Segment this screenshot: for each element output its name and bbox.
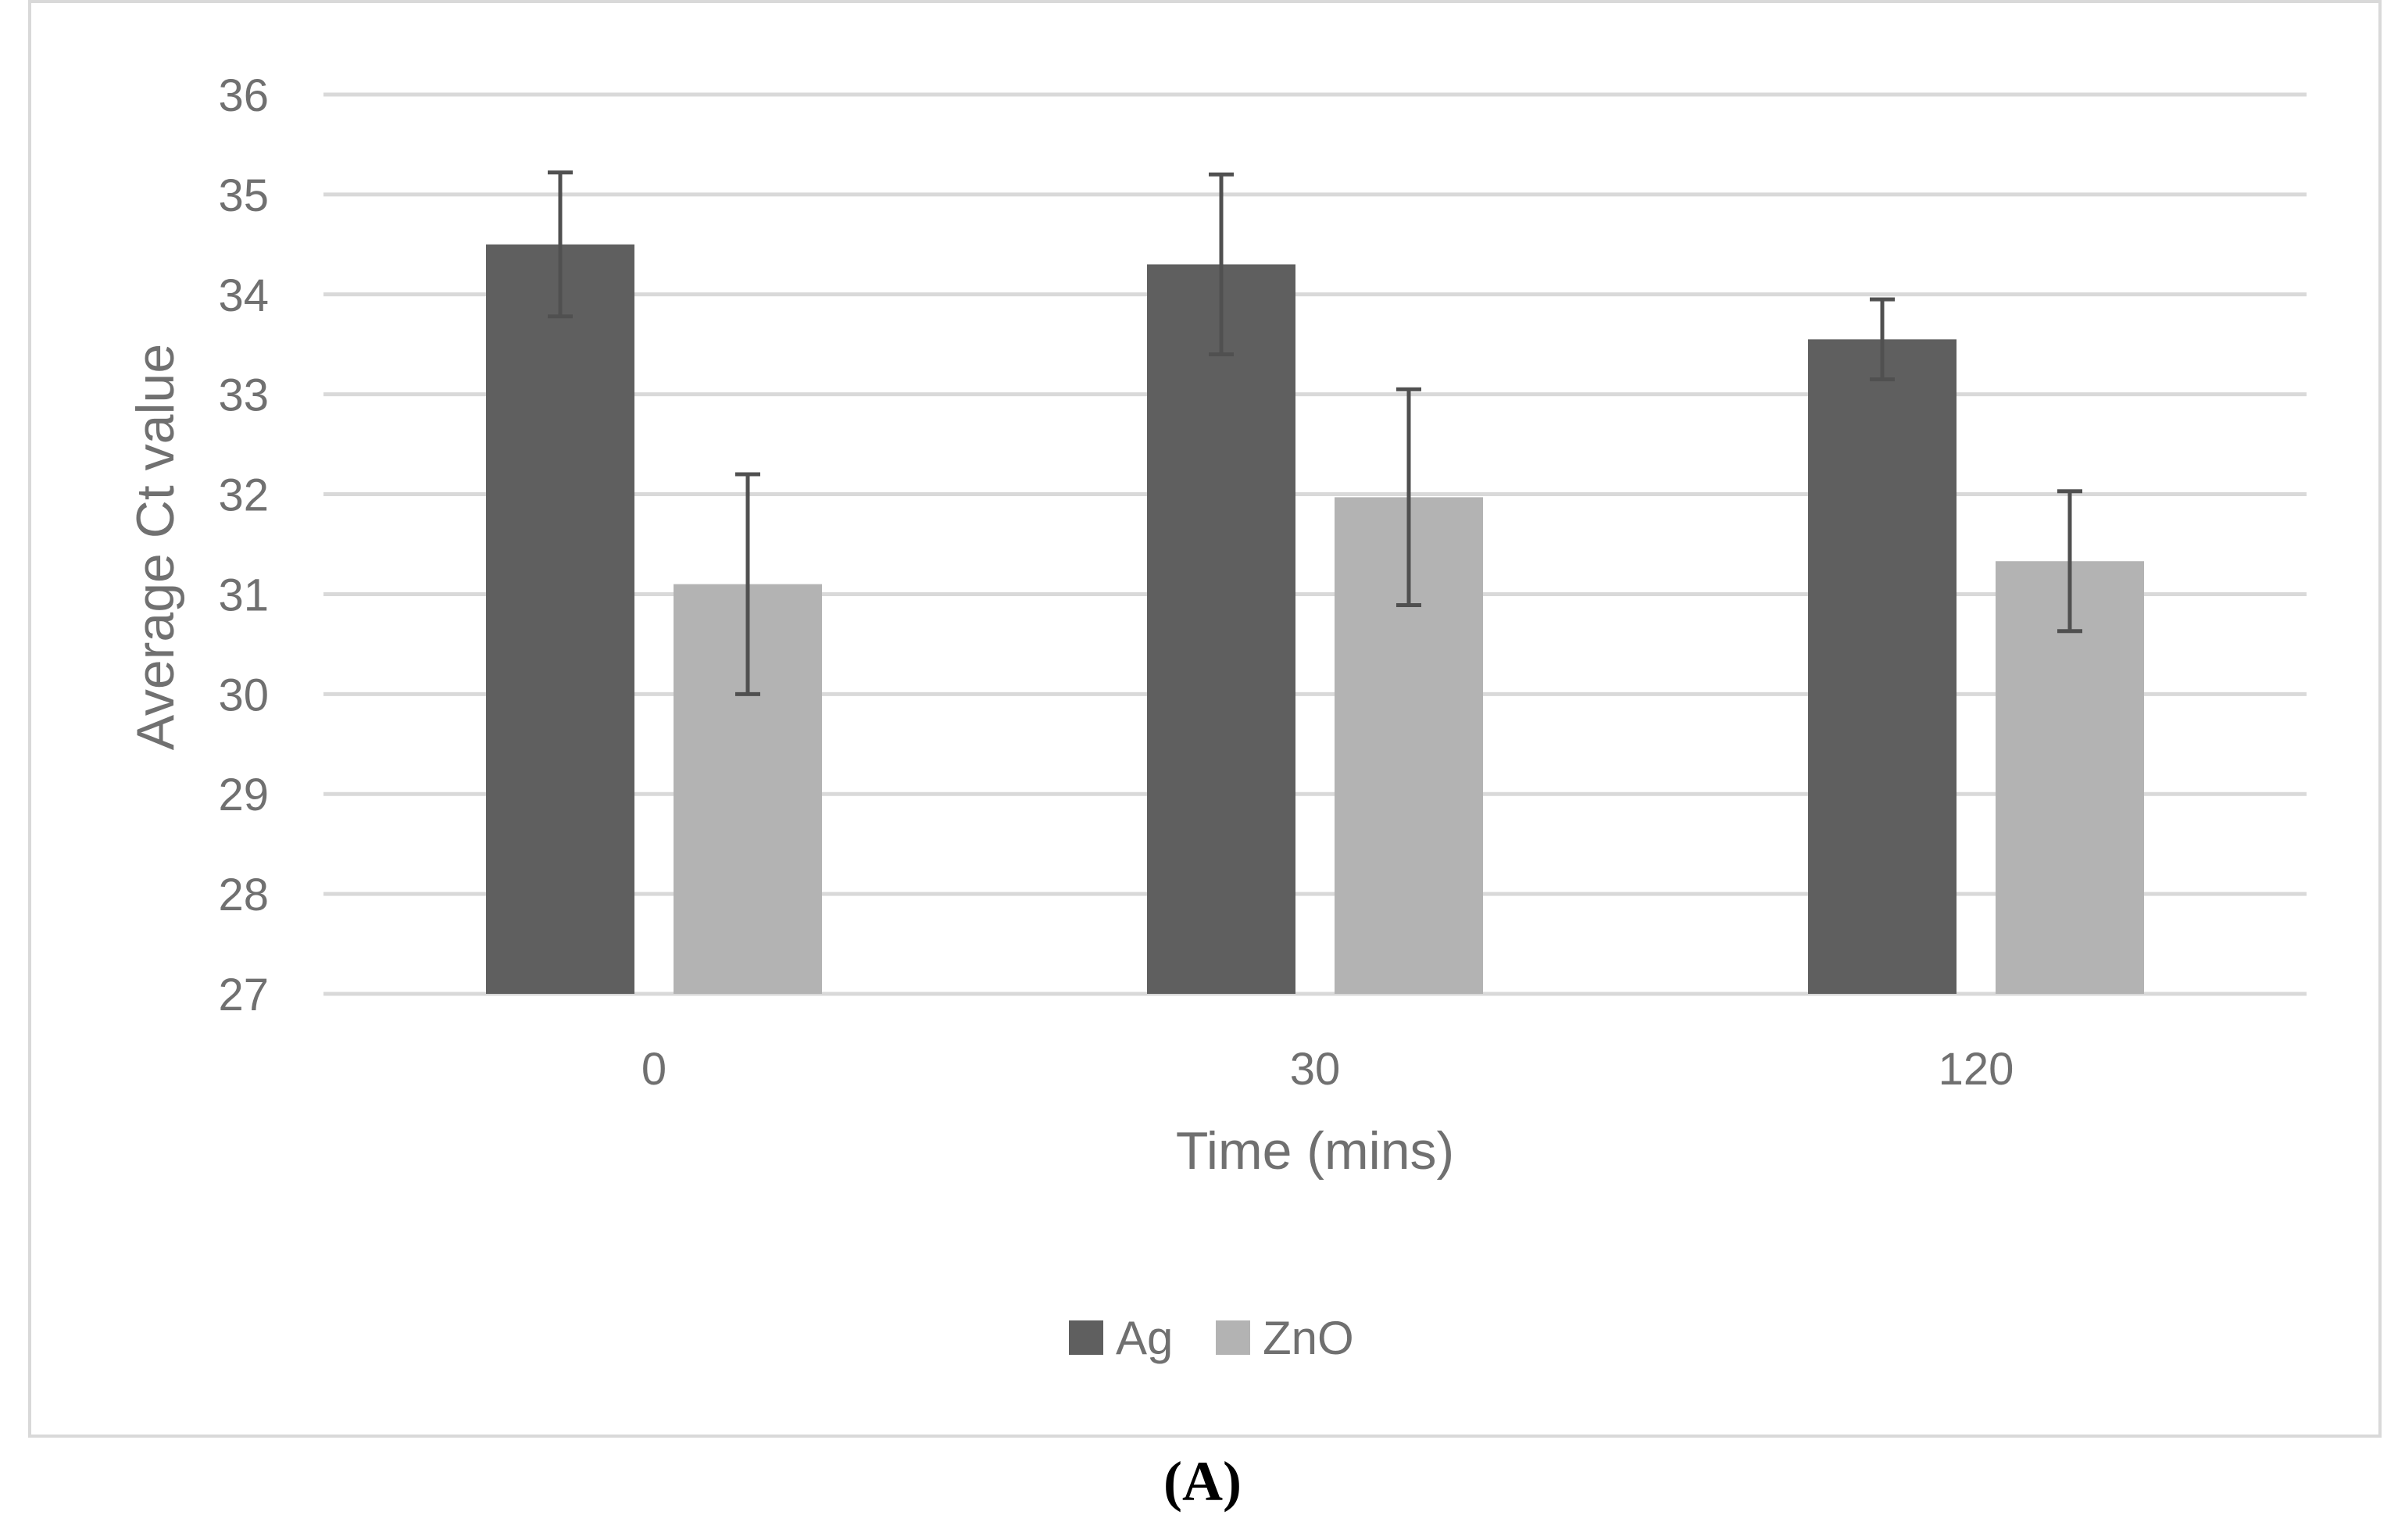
error-bar-zno-0 (735, 472, 760, 696)
y-tick-label: 35 (218, 170, 269, 221)
y-tick-label: 27 (218, 970, 269, 1020)
legend-label-zno: ZnO (1263, 1312, 1354, 1364)
panel-label: (A) (1163, 1450, 1242, 1513)
y-tick-label: 29 (218, 770, 269, 820)
y-tick-label: 33 (218, 370, 269, 421)
error-bar-ag-120 (1870, 297, 1895, 381)
error-bar-ag-30 (1209, 172, 1234, 357)
bar-chart: 27 28 29 30 31 32 33 34 35 36 0 30 120 Average Ct v… (126, 70, 2307, 1364)
x-axis-title: Time (mins) (1176, 1121, 1454, 1181)
legend: Ag ZnO (1069, 1312, 1354, 1364)
bar-ag-0 (486, 244, 634, 994)
y-axis-tick-labels: 27 28 29 30 31 32 33 34 35 36 (218, 70, 269, 1020)
bar-ag-30 (1147, 264, 1295, 994)
x-tick-label: 30 (1290, 1044, 1341, 1095)
gridlines (323, 92, 2307, 996)
error-bar-zno-120 (2057, 489, 2082, 634)
y-tick-label: 31 (218, 570, 269, 620)
y-tick-label: 30 (218, 670, 269, 720)
error-bar-ag-0 (548, 170, 573, 319)
bars (486, 244, 2144, 995)
y-tick-label: 36 (218, 70, 269, 121)
error-bar-zno-30 (1396, 387, 1421, 608)
error-bars (548, 170, 2082, 696)
y-tick-label: 34 (218, 270, 269, 321)
x-tick-label: 0 (641, 1044, 666, 1095)
y-tick-label: 32 (218, 470, 269, 521)
legend-label-ag: Ag (1116, 1312, 1173, 1364)
x-axis-tick-labels: 0 30 120 (641, 1044, 2014, 1095)
x-tick-label: 120 (1939, 1044, 2014, 1095)
bar-ag-120 (1808, 339, 1957, 995)
y-tick-label: 28 (218, 870, 269, 920)
bar-zno-120 (1996, 561, 2144, 994)
legend-swatch-ag (1069, 1320, 1103, 1355)
y-axis-title: Average Ct value (126, 344, 185, 750)
legend-swatch-zno (1216, 1320, 1250, 1355)
